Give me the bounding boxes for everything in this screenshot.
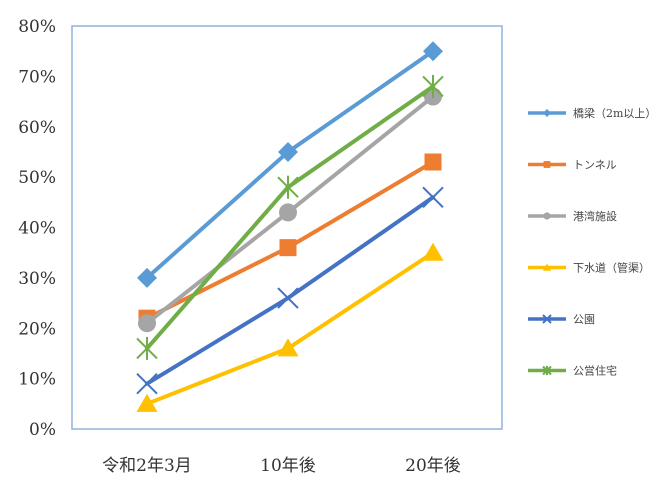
data-point bbox=[136, 393, 158, 412]
circle-marker-shape bbox=[543, 212, 551, 220]
legend-label: 下水道（管渠） bbox=[573, 261, 650, 275]
data-point bbox=[277, 175, 299, 199]
series-group bbox=[136, 41, 444, 412]
data-point bbox=[279, 239, 297, 257]
y-tick-label: 40% bbox=[18, 219, 56, 239]
series-6 bbox=[136, 74, 444, 360]
data-point bbox=[137, 267, 157, 288]
data-point bbox=[422, 74, 444, 98]
data-point bbox=[138, 314, 156, 333]
y-tick-label: 60% bbox=[18, 118, 56, 138]
diamond-marker-shape bbox=[543, 109, 551, 117]
legend-label: 港湾施設 bbox=[573, 209, 617, 223]
legend-swatch-marker bbox=[542, 263, 552, 271]
legend-swatch-marker bbox=[543, 161, 551, 168]
diamond-marker-shape bbox=[137, 267, 157, 288]
legend-label: トンネル bbox=[573, 159, 617, 172]
data-point bbox=[277, 287, 299, 309]
triangle-marker-shape bbox=[422, 242, 444, 261]
square-marker-shape bbox=[279, 239, 297, 257]
legend-label: 公営住宅 bbox=[573, 364, 617, 378]
data-point bbox=[279, 203, 297, 222]
legend-item: 公園 bbox=[528, 313, 595, 326]
data-point bbox=[136, 336, 158, 360]
x-tick-label: 令和2年3月 bbox=[102, 456, 192, 476]
data-point bbox=[277, 338, 299, 357]
x-marker-stroke bbox=[277, 287, 299, 309]
square-marker-shape bbox=[543, 161, 551, 168]
legend-swatch-marker bbox=[543, 109, 551, 117]
triangle-marker-shape bbox=[542, 263, 552, 271]
y-tick-label: 20% bbox=[18, 319, 56, 339]
x-marker-stroke bbox=[136, 372, 158, 395]
legend-swatch-marker bbox=[542, 365, 552, 376]
y-tick-label: 0% bbox=[29, 420, 56, 440]
square-marker-shape bbox=[424, 153, 442, 171]
series-line bbox=[145, 250, 435, 406]
x-marker-stroke bbox=[422, 186, 444, 208]
series-1 bbox=[137, 41, 443, 288]
legend-item: 公営住宅 bbox=[528, 364, 617, 378]
y-tick-label: 80% bbox=[18, 17, 56, 37]
legend-item: 下水道（管渠） bbox=[528, 261, 650, 275]
triangle-marker-shape bbox=[277, 338, 299, 357]
x-tick-label: 10年後 bbox=[260, 456, 316, 476]
data-point bbox=[136, 372, 158, 395]
plot-area-frame bbox=[71, 25, 503, 430]
legend-item: 港湾施設 bbox=[528, 209, 617, 223]
legend-item: 橋梁（2m以上） bbox=[528, 106, 656, 120]
circle-marker-shape bbox=[138, 314, 156, 333]
data-point bbox=[422, 186, 444, 208]
triangle-marker-shape bbox=[136, 393, 158, 412]
diamond-marker-shape bbox=[423, 41, 443, 62]
circle-marker-shape bbox=[279, 203, 297, 222]
y-tick-label: 50% bbox=[18, 168, 56, 188]
legend-swatch-marker bbox=[543, 212, 551, 220]
data-point bbox=[278, 141, 298, 162]
legend-label: 公園 bbox=[573, 313, 595, 326]
series-4 bbox=[136, 242, 444, 412]
legend-item: トンネル bbox=[528, 159, 617, 172]
y-axis: 0% 10% 20% 30% 40% 50% 60% 70% 80% bbox=[18, 17, 56, 440]
data-point bbox=[422, 242, 444, 261]
x-marker-stroke bbox=[542, 314, 552, 324]
series-5 bbox=[136, 186, 444, 395]
legend-swatch-marker bbox=[542, 314, 552, 324]
y-tick-label: 30% bbox=[18, 269, 56, 289]
data-point bbox=[424, 153, 442, 171]
x-tick-label: 20年後 bbox=[405, 456, 461, 476]
diamond-marker-shape bbox=[278, 141, 298, 162]
x-axis: 令和2年3月 10年後 20年後 bbox=[102, 456, 461, 476]
y-tick-label: 70% bbox=[18, 67, 56, 87]
data-point bbox=[423, 41, 443, 62]
y-tick-label: 10% bbox=[18, 370, 56, 390]
legend-label: 橋梁（2m以上） bbox=[573, 106, 656, 120]
